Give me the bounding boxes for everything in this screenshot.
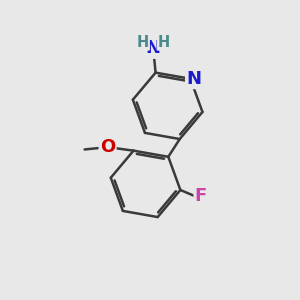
Text: H: H — [136, 34, 149, 50]
Text: N: N — [186, 70, 201, 88]
Text: O: O — [100, 138, 115, 156]
Text: N: N — [146, 40, 161, 58]
Text: H: H — [158, 34, 170, 50]
Text: F: F — [195, 188, 207, 206]
